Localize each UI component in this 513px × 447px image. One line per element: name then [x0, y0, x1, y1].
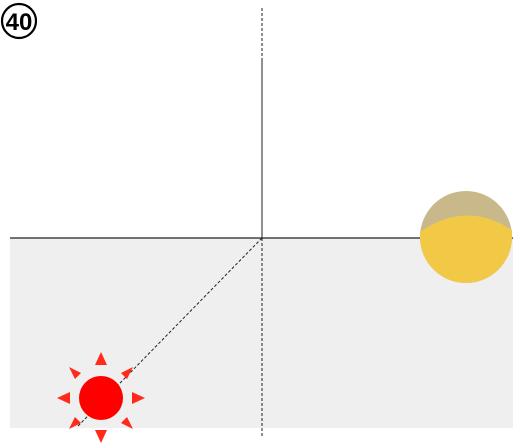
sun-ray-se: [121, 417, 133, 429]
sun-body: [79, 376, 123, 420]
sun-ray-s: [95, 430, 107, 443]
step-badge: 40: [0, 2, 38, 40]
sun-ray-ne: [121, 367, 133, 379]
moon-lit-part: [420, 215, 512, 283]
sun-ray-line: [77, 237, 263, 427]
sun-ray-e: [132, 392, 145, 404]
sun-ray-n: [95, 352, 107, 365]
step-badge-number: 40: [6, 9, 33, 36]
moon-icon: [420, 191, 512, 283]
sun-ray-sw: [69, 417, 81, 429]
sun-ray-w: [57, 392, 70, 404]
step-badge-circle: [0, 2, 38, 40]
sun-icon: [57, 352, 145, 443]
sun-ray-nw: [69, 367, 81, 379]
